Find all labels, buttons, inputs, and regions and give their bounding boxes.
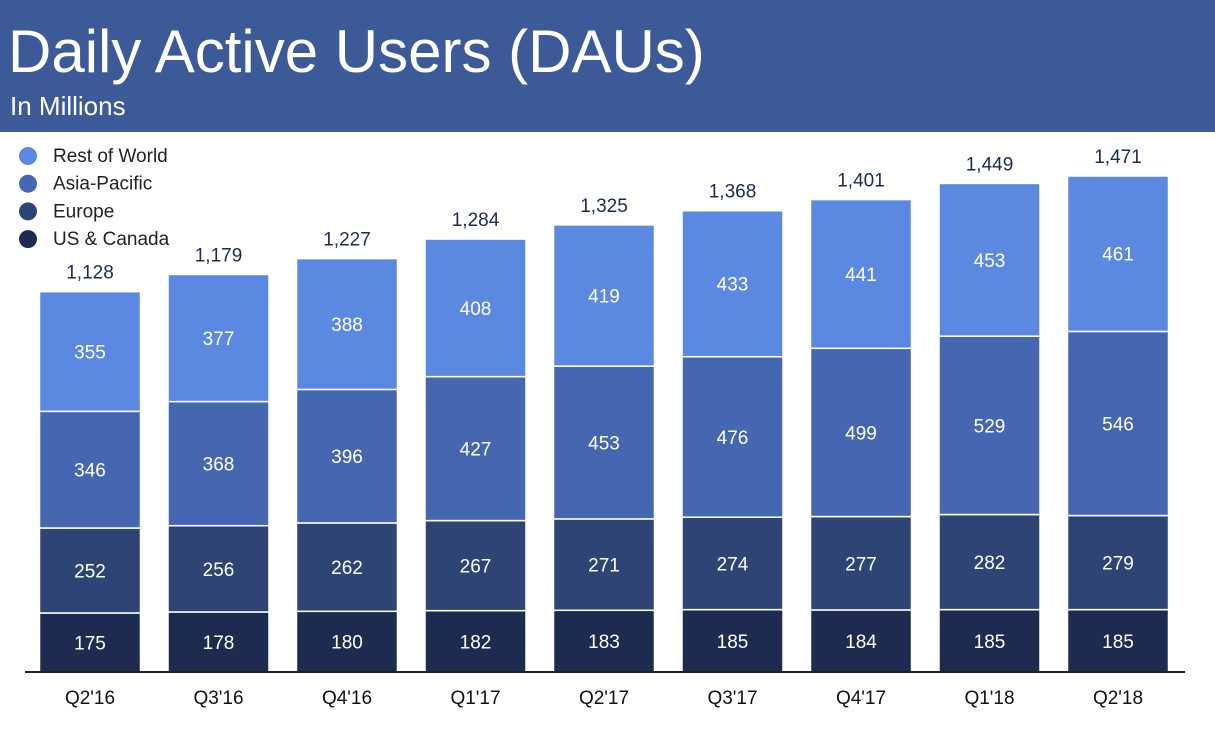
x-tick-label: Q2'16 — [65, 688, 115, 709]
legend-swatch — [19, 202, 37, 221]
x-tick-label: Q4'17 — [836, 688, 886, 709]
segment-label: 419 — [588, 287, 620, 308]
segment-label: 185 — [974, 632, 1006, 653]
segment-label: 279 — [1102, 554, 1134, 575]
chart-subtitle: In Millions — [10, 91, 126, 121]
total-label: 1,401 — [837, 171, 885, 192]
bar-segment — [681, 516, 784, 611]
segment-label: 499 — [845, 423, 877, 444]
segment-label: 529 — [974, 416, 1006, 437]
bar-segment — [1066, 330, 1170, 517]
segment-label: 368 — [203, 455, 235, 476]
total-label: 1,471 — [1094, 147, 1142, 168]
segment-label: 182 — [460, 632, 492, 653]
segment-label: 185 — [717, 632, 749, 653]
bar-segment — [938, 608, 1041, 673]
bar-segment — [167, 524, 270, 613]
segment-label: 175 — [74, 634, 106, 655]
bar-segment — [424, 238, 527, 378]
header-band — [0, 0, 1215, 132]
total-label: 1,227 — [323, 229, 371, 250]
segment-label: 461 — [1102, 245, 1134, 266]
segment-label: 185 — [1102, 632, 1134, 653]
legend-label: Asia-Pacific — [53, 174, 152, 195]
bar-segment — [295, 257, 399, 391]
bar-segment — [295, 388, 399, 524]
segment-label: 262 — [331, 558, 363, 579]
legend-swatch — [19, 174, 37, 193]
bar-segment — [38, 410, 142, 529]
legend-label: US & Canada — [53, 229, 170, 250]
segment-label: 256 — [203, 560, 235, 581]
segment-label: 408 — [460, 299, 492, 320]
x-tick-label: Q4'16 — [322, 688, 372, 709]
bar-segment — [809, 198, 913, 350]
bar-segment — [1066, 175, 1170, 333]
segment-label: 453 — [588, 434, 620, 455]
segment-label: 427 — [460, 440, 492, 461]
bar-segment — [552, 224, 656, 367]
bar-segment — [167, 400, 270, 527]
x-tick-label: Q3'17 — [707, 688, 757, 709]
bar-segment — [552, 365, 656, 520]
x-tick-label: Q1'18 — [964, 688, 1014, 709]
x-tick-label: Q2'17 — [579, 688, 629, 709]
segment-label: 184 — [845, 632, 877, 653]
bar-segment — [1066, 514, 1170, 611]
legend-swatch — [19, 230, 37, 249]
total-label: 1,128 — [66, 263, 114, 284]
segment-label: 388 — [331, 315, 363, 336]
segment-label: 183 — [588, 632, 620, 653]
chart-title: Daily Active Users (DAUs) — [8, 18, 705, 85]
total-label: 1,179 — [195, 245, 243, 266]
bar-segment — [424, 519, 527, 612]
segment-label: 433 — [717, 275, 749, 296]
segment-label: 346 — [74, 461, 106, 482]
bar-segment — [38, 290, 142, 413]
x-tick-label: Q3'16 — [193, 688, 243, 709]
bar-segment — [424, 609, 527, 673]
segment-label: 476 — [717, 428, 749, 449]
segment-label: 282 — [974, 553, 1006, 574]
bar-segment — [38, 612, 142, 673]
legend-swatch — [19, 147, 37, 165]
bar-segment — [552, 609, 656, 673]
bar-segment — [938, 182, 1041, 337]
bar-segment — [167, 273, 270, 403]
segment-label: 180 — [331, 633, 363, 654]
segment-label: 271 — [588, 556, 620, 577]
total-label: 1,325 — [580, 196, 628, 217]
segment-label: 546 — [1102, 415, 1134, 436]
segment-label: 178 — [203, 633, 235, 654]
segment-label: 274 — [717, 554, 749, 575]
bar-segment — [681, 355, 784, 518]
x-tick-label: Q2'18 — [1093, 688, 1143, 709]
bar-segment — [295, 610, 399, 673]
segment-label: 441 — [845, 265, 877, 286]
legend-label: Europe — [53, 201, 114, 222]
bar-segment — [809, 515, 913, 611]
bar-segment — [552, 518, 656, 612]
segment-label: 277 — [845, 554, 877, 575]
total-label: 1,368 — [709, 182, 757, 203]
total-label: 1,449 — [966, 154, 1014, 175]
segment-label: 355 — [74, 343, 106, 364]
legend-label: Rest of World — [53, 146, 168, 167]
segment-label: 252 — [74, 562, 106, 583]
segment-label: 453 — [974, 251, 1006, 272]
bar-segment — [938, 335, 1041, 516]
segment-label: 396 — [331, 447, 363, 468]
segment-label: 377 — [203, 329, 235, 350]
bar-segment — [681, 209, 784, 358]
segment-label: 267 — [460, 557, 492, 578]
total-label: 1,284 — [452, 210, 500, 231]
x-tick-label: Q1'17 — [450, 688, 500, 709]
bar-segment — [424, 375, 527, 522]
